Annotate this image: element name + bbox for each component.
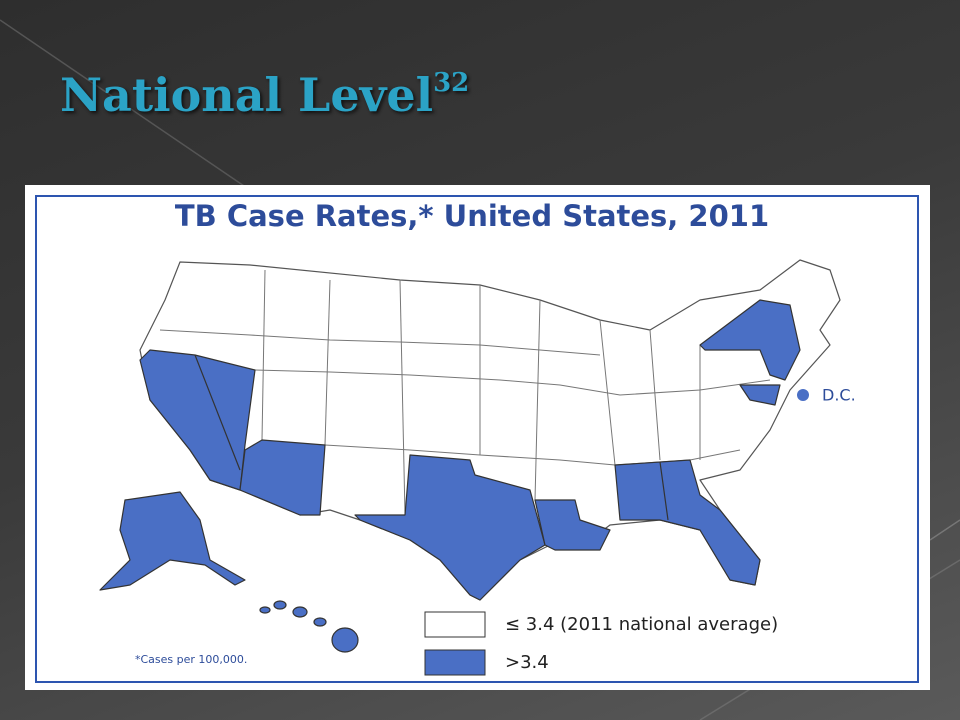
footnote: *Cases per 100,000.: [135, 653, 247, 666]
hawaii-island: [313, 617, 327, 627]
dc-label: D.C.: [822, 386, 856, 405]
high-rate-west: [139, 349, 256, 491]
legend-swatch-low: [424, 611, 486, 638]
high-rate-maryland: [739, 384, 781, 406]
hawaii-island: [331, 627, 359, 653]
high-rate-alaska: [99, 491, 246, 591]
legend-label-high: >3.4: [505, 652, 549, 673]
decor-line: [0, 19, 251, 191]
state-border: [194, 354, 241, 471]
high-rate-texas: [354, 454, 546, 601]
high-rate-arizona: [239, 439, 326, 516]
title-superscript: 32: [433, 68, 470, 98]
state-border: [659, 461, 669, 521]
state-borders: [159, 269, 771, 516]
decor-line: [929, 519, 960, 541]
hawaii-island: [273, 600, 287, 610]
map-title: TB Case Rates,* United States, 2011: [175, 199, 769, 233]
title-text: National Level: [60, 68, 434, 122]
hawaii-island: [259, 606, 271, 614]
hawaii-island: [292, 606, 308, 618]
legend-label-low: ≤ 3.4 (2011 national average): [505, 614, 778, 635]
legend-swatch-high: [424, 649, 486, 676]
high-rate-southeast: [614, 459, 761, 586]
slide-title: National Level32: [60, 68, 469, 122]
map-border: [35, 195, 919, 683]
dc-dot: [797, 389, 809, 401]
high-rate-louisiana: [534, 499, 611, 551]
high-rate-northeast: [699, 299, 801, 381]
